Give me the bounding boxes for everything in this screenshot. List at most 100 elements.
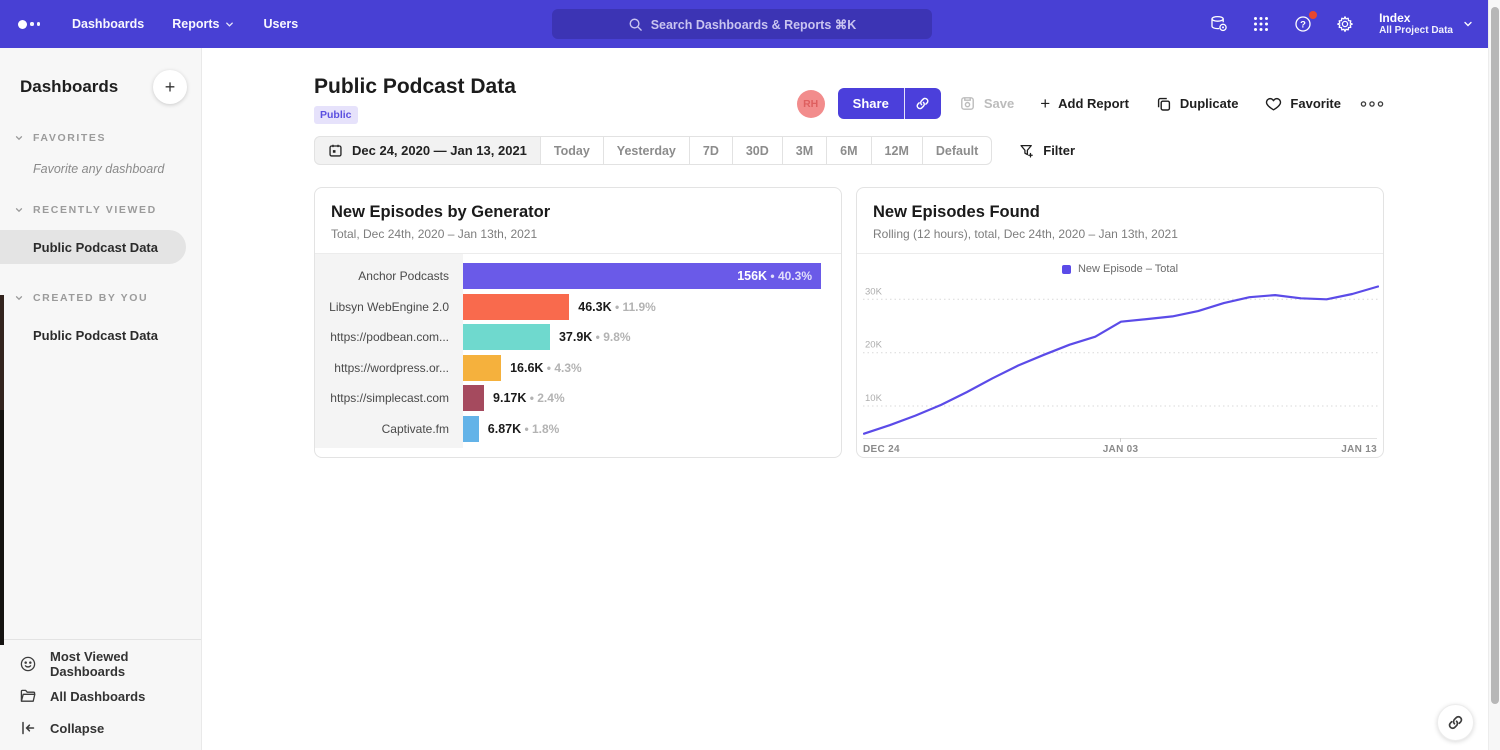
sidebar-footer-most-viewed-dashboards[interactable]: Most Viewed Dashboards [0,648,201,680]
date-range-picker[interactable]: Dec 24, 2020 — Jan 13, 2021 [314,136,541,165]
svg-text:30K: 30K [865,286,883,297]
header-actions: RH Share Save + Add Report Duplicate [797,88,1384,119]
favorite-button[interactable]: Favorite [1265,96,1341,112]
sidebar-section-header[interactable]: FAVORITES [0,132,201,144]
floating-link-button[interactable] [1437,704,1474,741]
bar-value-label: 46.3K • 11.9% [578,300,656,314]
x-axis-label: DEC 24 [863,444,900,455]
main-content: Public Podcast Data Public RH Share Save… [202,48,1488,750]
svg-text:10K: 10K [865,393,883,404]
add-dashboard-button[interactable]: + [153,70,187,104]
legend-swatch [1062,265,1071,274]
date-preset-today[interactable]: Today [540,136,604,165]
search-placeholder: Search Dashboards & Reports ⌘K [651,17,857,32]
date-presets: TodayYesterday7D30D3M6M12MDefault [541,136,992,165]
sidebar-item-public-podcast-data[interactable]: Public Podcast Data [0,230,186,264]
apps-grid-icon[interactable] [1251,14,1271,34]
top-navigation-bar: Dashboards Reports Users Search Dashboards… [0,0,1488,48]
sidebar-empty-hint: Favorite any dashboard [33,162,201,176]
workspace-subtitle: All Project Data [1379,25,1453,37]
filter-button[interactable]: Filter [1019,143,1075,159]
add-report-button[interactable]: + Add Report [1040,96,1129,111]
bar-row: https://podbean.com... 37.9K • 9.8% [315,324,841,350]
bar-category-label: Libsyn WebEngine 2.0 [315,300,463,314]
x-axis-label: JAN 03 [1103,444,1139,455]
caret-down-icon [224,19,235,30]
chart-title: New Episodes Found [873,203,1367,222]
workspace-name: Index [1379,11,1453,25]
svg-text:20K: 20K [865,340,883,351]
bar-4[interactable] [463,385,484,411]
sidebar-sections: FAVORITES Favorite any dashboard RECENTLY … [0,132,201,352]
bar-value-label: 16.6K • 4.3% [510,361,582,375]
sidebar-footer-collapse[interactable]: Collapse [0,712,201,744]
bar-2[interactable] [463,324,550,350]
x-axis-label: JAN 13 [1341,444,1377,455]
settings-gear-icon[interactable] [1335,14,1355,34]
sidebar-footer-all-dashboards[interactable]: All Dashboards [0,680,201,712]
logo-dot [30,22,34,26]
nav-item-reports[interactable]: Reports [172,17,235,31]
date-preset-7d[interactable]: 7D [689,136,733,165]
sidebar-section-header[interactable]: CREATED BY YOU [0,292,201,304]
bar-value-label: 37.9K • 9.8% [559,330,631,344]
chevron-down-icon [14,133,24,143]
line-chart-area[interactable]: 10K 20K 30K [863,278,1377,438]
duplicate-button[interactable]: Duplicate [1156,96,1239,112]
database-icon[interactable] [1209,14,1229,34]
sidebar-title: Dashboards [20,77,118,97]
share-link-icon[interactable] [904,88,941,119]
sidebar: Dashboards + FAVORITES Favorite any dashb… [0,48,202,750]
workspace-selector[interactable]: Index All Project Data [1379,11,1474,37]
bar-3[interactable] [463,355,501,381]
chart-legend: New Episode – Total [857,263,1383,275]
bar-chart-card: New Episodes by Generator Total, Dec 24t… [314,187,842,458]
sidebar-footer: Most Viewed DashboardsAll DashboardsColl… [0,639,201,750]
bar-category-label: https://simplecast.com [315,391,463,405]
scrollbar-thumb[interactable] [1491,7,1499,704]
chevron-down-icon [14,293,24,303]
date-preset-default[interactable]: Default [922,136,992,165]
bar-5[interactable] [463,416,479,442]
date-preset-12m[interactable]: 12M [871,136,923,165]
plus-icon: + [1040,97,1050,111]
bar-category-label: https://podbean.com... [315,330,463,344]
save-button[interactable]: Save [959,95,1014,112]
chart-subtitle: Total, Dec 24th, 2020 – Jan 13th, 2021 [331,227,825,241]
search-input[interactable]: Search Dashboards & Reports ⌘K [552,9,932,39]
folder-icon [19,687,37,705]
legend-label: New Episode – Total [1078,263,1178,275]
share-button[interactable]: Share [838,88,904,119]
date-preset-30d[interactable]: 30D [732,136,783,165]
bar-row: https://wordpress.or... 16.6K • 4.3% [315,355,841,381]
more-options-button[interactable] [1360,100,1384,108]
bar-row: Libsyn WebEngine 2.0 46.3K • 11.9% [315,294,841,320]
logo-dot [18,20,27,29]
date-preset-6m[interactable]: 6M [826,136,871,165]
svg-text:?: ? [1300,20,1306,31]
sidebar-section-header[interactable]: RECENTLY VIEWED [0,204,201,216]
line-chart-card: New Episodes Found Rolling (12 hours), t… [856,187,1384,458]
date-preset-yesterday[interactable]: Yesterday [603,136,690,165]
copy-icon [1156,96,1172,112]
nav-item-users[interactable]: Users [263,17,298,31]
help-icon[interactable]: ? [1293,14,1313,34]
bar-chart-area[interactable]: Anchor Podcasts156K • 40.3%Libsyn WebEng… [315,254,841,458]
smiley-icon [19,655,37,673]
bar-1[interactable] [463,294,569,320]
screen-edge-artifact [0,295,4,410]
app-logo[interactable] [18,20,40,29]
date-controls: Dec 24, 2020 — Jan 13, 2021 TodayYesterd… [314,136,1075,165]
search-icon [628,17,643,32]
nav-item-dashboards[interactable]: Dashboards [72,17,144,31]
bar-category-label: Anchor Podcasts [315,269,463,283]
bar-row: Captivate.fm6.87K • 1.8% [315,416,841,442]
chevron-down-icon [1462,18,1474,30]
filter-funnel-icon [1019,143,1035,159]
bar-category-label: https://wordpress.or... [315,361,463,375]
chevron-down-icon [14,205,24,215]
bar-value-label: 6.87K • 1.8% [488,422,560,436]
avatar[interactable]: RH [797,90,825,118]
sidebar-item-public-podcast-data[interactable]: Public Podcast Data [0,318,201,352]
date-preset-3m[interactable]: 3M [782,136,827,165]
